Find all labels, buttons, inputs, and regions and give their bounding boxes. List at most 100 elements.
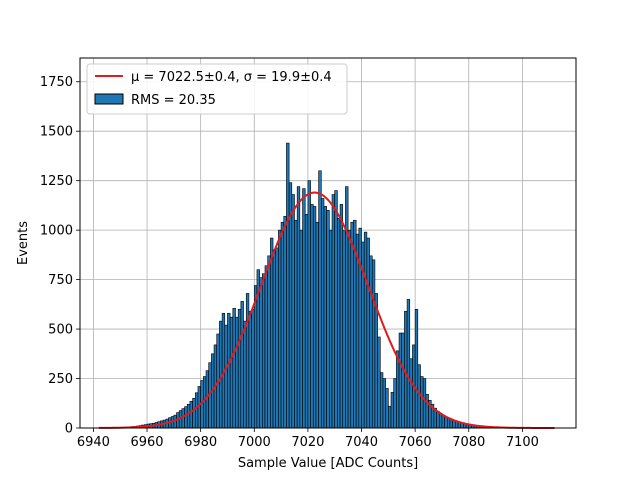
histogram-bar — [363, 231, 368, 429]
y-axis-label: Events — [16, 221, 31, 265]
histogram-bar — [280, 221, 285, 429]
histogram-bar — [286, 142, 290, 429]
histogram-bar — [331, 194, 336, 429]
histogram-bar — [438, 412, 443, 429]
x-tick-label: 6960 — [130, 435, 163, 450]
histogram-bar — [345, 186, 349, 429]
x-tick-label: 7020 — [291, 435, 324, 450]
histogram-bar — [401, 332, 405, 429]
histogram-bar — [310, 204, 314, 429]
histogram-bar — [302, 188, 306, 429]
x-tick-label: 7080 — [452, 435, 485, 450]
histogram-bar — [326, 210, 330, 429]
histogram-bar — [371, 259, 376, 429]
y-tick-label: 0 — [65, 422, 73, 437]
histogram-bar — [278, 229, 282, 429]
histogram-bar — [288, 182, 293, 429]
histogram-bar — [296, 186, 301, 429]
legend-fit-label: μ = 7022.5±0.4, σ = 19.9±0.4 — [131, 70, 332, 85]
histogram-bar — [398, 332, 403, 429]
legend-histogram-label: RMS = 20.35 — [131, 93, 216, 108]
x-tick-label: 7000 — [238, 435, 271, 450]
histogram-bar — [414, 308, 419, 429]
histogram-bar — [377, 336, 381, 429]
histogram-bar — [235, 316, 239, 429]
histogram-bar — [347, 229, 352, 429]
histogram-bar — [181, 408, 185, 429]
histogram-bar — [275, 247, 279, 429]
x-axis-ticks: 6940 6960 6980 7000 7020 7040 7060 7080 7100 — [77, 428, 539, 450]
histogram-bar — [393, 378, 397, 429]
histogram-bar — [203, 376, 207, 429]
y-tick-label: 1000 — [40, 224, 73, 239]
histogram-bar — [422, 378, 427, 429]
histogram-bar — [388, 405, 392, 429]
histogram-bar — [369, 255, 373, 429]
histogram-bar — [229, 316, 234, 429]
x-tick-label: 7040 — [345, 435, 378, 450]
x-tick-label: 7060 — [399, 435, 432, 450]
histogram-bar — [390, 392, 394, 429]
x-tick-label: 7100 — [506, 435, 539, 450]
histogram-bar — [227, 312, 231, 429]
histogram-bar — [267, 255, 271, 429]
histogram-bar — [334, 190, 338, 429]
histogram-bar — [366, 237, 370, 429]
histogram-bar — [358, 227, 362, 429]
histogram-bar — [447, 417, 451, 429]
histogram-bar — [189, 400, 193, 429]
legend-box — [86, 63, 348, 115]
histogram-bar — [329, 229, 333, 429]
histogram-bar — [240, 301, 244, 429]
histogram-bar — [320, 198, 325, 429]
histogram-bar — [264, 265, 268, 429]
x-tick-label: 6940 — [77, 435, 110, 450]
histogram-bar — [374, 293, 378, 429]
histogram-bar — [248, 310, 252, 429]
histogram-bar — [259, 277, 263, 429]
histogram-bar — [406, 299, 411, 429]
y-tick-label: 1250 — [40, 174, 73, 189]
histogram-bar — [270, 237, 274, 429]
histogram-bar — [417, 364, 421, 429]
y-tick-label: 750 — [48, 273, 73, 288]
histogram-bar — [253, 285, 258, 429]
histogram-bar — [436, 410, 440, 429]
histogram-bar — [379, 372, 384, 429]
legend: μ = 7022.5±0.4, σ = 19.9±0.4 RMS = 20.35 — [86, 63, 348, 115]
histogram-bar — [299, 229, 303, 429]
histogram-bar — [232, 307, 236, 429]
histogram-bar — [420, 376, 424, 429]
y-tick-label: 1750 — [40, 75, 73, 90]
histogram-bar — [444, 416, 448, 429]
y-axis-ticks: 0 250 500 750 1000 1250 1500 1750 — [40, 75, 80, 437]
gaussian-fit-curve — [98, 191, 555, 429]
histogram-bar — [385, 388, 389, 429]
histogram-bar — [350, 221, 354, 429]
histogram-bar — [237, 308, 242, 429]
histogram-bar — [184, 406, 188, 429]
histogram-bar — [396, 350, 400, 429]
histogram-bar — [312, 206, 317, 429]
histogram-bar — [251, 308, 255, 429]
histogram-bar — [323, 206, 327, 429]
histogram-bar — [224, 324, 228, 429]
histogram-bar — [272, 249, 277, 429]
histogram-bar — [425, 394, 429, 429]
histogram-bar — [409, 358, 413, 429]
histogram-bar — [337, 217, 341, 429]
histogram-bar — [441, 414, 445, 429]
histogram-bar — [245, 293, 250, 429]
histogram-bar — [262, 273, 266, 429]
histogram-bar — [382, 378, 386, 429]
histogram-bar — [318, 170, 322, 429]
histogram-bar — [342, 229, 346, 429]
histogram-bar — [194, 392, 199, 429]
y-tick-label: 1500 — [40, 125, 73, 140]
plot-frame — [79, 57, 577, 429]
histogram-bar — [304, 214, 309, 429]
histogram-bar — [355, 233, 360, 429]
x-tick-label: 6980 — [184, 435, 217, 450]
legend-histogram-patch-icon — [94, 93, 124, 105]
